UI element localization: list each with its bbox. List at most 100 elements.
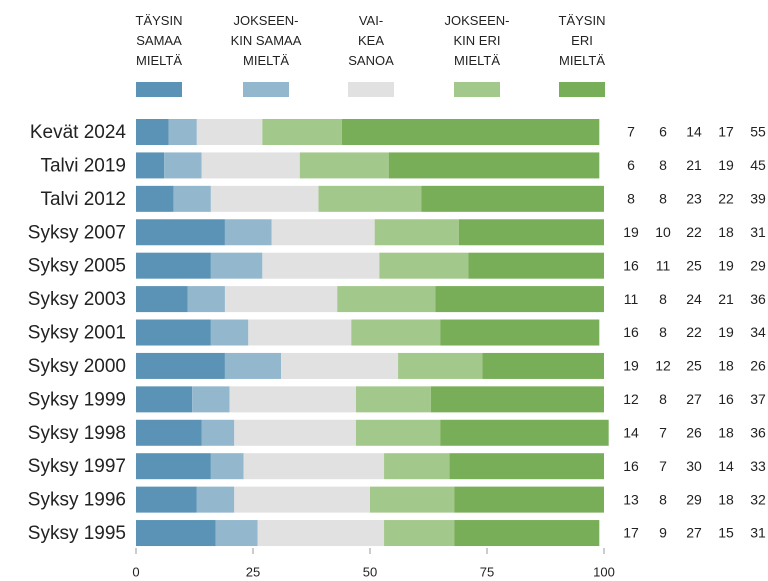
y-tick-label: Syksy 1997: [28, 456, 126, 477]
value-label: 8: [659, 191, 667, 207]
legend-swatch: [559, 82, 605, 97]
bar-segment: [351, 319, 441, 346]
value-label: 16: [623, 458, 639, 474]
bar-segment: [341, 119, 600, 145]
value-label: 15: [718, 525, 734, 541]
bar-segment: [234, 419, 356, 446]
bar-segment: [262, 252, 380, 279]
value-label: 8: [659, 391, 667, 407]
value-label: 29: [686, 491, 702, 507]
bar-segment: [248, 319, 352, 346]
bar-segment: [173, 185, 211, 212]
value-label: 8: [627, 191, 635, 207]
bar-segment: [210, 252, 263, 279]
value-label: 12: [623, 391, 639, 407]
bar-segment: [458, 219, 604, 246]
value-label: 19: [623, 224, 639, 240]
y-tick-label: Syksy 1995: [28, 523, 126, 544]
bar-segment: [192, 386, 230, 413]
bar-segment: [164, 152, 202, 179]
bar-segment: [136, 286, 188, 313]
value-label: 21: [718, 291, 734, 307]
bar-segment: [215, 520, 258, 547]
value-label: 10: [655, 224, 671, 240]
y-tick-label: Talvi 2019: [40, 155, 126, 176]
bar-segment: [136, 520, 216, 547]
value-label: 8: [659, 291, 667, 307]
value-label: 36: [750, 291, 766, 307]
value-label: 16: [623, 257, 639, 273]
x-tick-label: 100: [593, 564, 615, 579]
value-label: 25: [686, 358, 702, 374]
bar-segment: [196, 486, 235, 513]
y-tick-label: Syksy 2005: [28, 256, 126, 277]
bar-segment: [449, 453, 604, 480]
value-label: 39: [750, 191, 766, 207]
legend-swatch: [348, 82, 394, 97]
bar-segment: [229, 386, 356, 413]
value-label: 7: [627, 124, 635, 140]
bar-segment: [454, 486, 604, 513]
value-label: 55: [750, 124, 766, 140]
value-label: 21: [686, 157, 702, 173]
y-tick-label: Syksy 2000: [28, 356, 126, 377]
value-label: 45: [750, 157, 766, 173]
value-label: 34: [750, 324, 766, 340]
value-label: 14: [623, 424, 639, 440]
legend-swatch: [243, 82, 289, 97]
value-label: 11: [656, 257, 671, 273]
bar-segment: [136, 486, 197, 513]
value-label: 31: [750, 224, 766, 240]
value-label: 6: [659, 124, 667, 140]
value-label: 13: [623, 491, 639, 507]
bar-segment: [201, 419, 235, 446]
value-label: 22: [686, 324, 702, 340]
bar-segment: [374, 219, 459, 246]
value-label: 6: [627, 157, 635, 173]
value-label: 18: [718, 491, 734, 507]
bar-segment: [299, 152, 389, 179]
bar-segment: [210, 453, 244, 480]
bar-segment: [271, 219, 375, 246]
value-label: 24: [686, 291, 702, 307]
legend-label: VAI-KEA SANOA: [348, 13, 394, 68]
y-tick-label: Syksy 1996: [28, 490, 126, 511]
legend-label: TÄYSIN SAMAA MIELTÄ: [136, 13, 183, 68]
value-label: 11: [624, 291, 639, 307]
bar-segment: [355, 419, 441, 446]
bar-segment: [201, 152, 300, 179]
value-label: 19: [718, 157, 734, 173]
bar-segment: [136, 185, 174, 212]
value-label: 25: [686, 257, 702, 273]
x-tick-label: 0: [132, 564, 139, 579]
bar-segment: [355, 386, 431, 413]
value-label: 7: [659, 424, 667, 440]
bar-segment: [379, 252, 469, 279]
value-label: 26: [686, 424, 702, 440]
bar-segment: [370, 486, 455, 513]
value-label: 18: [718, 224, 734, 240]
value-label: 19: [718, 324, 734, 340]
value-label: 31: [750, 525, 766, 541]
value-label: 33: [750, 458, 766, 474]
x-tick-label: 75: [480, 564, 494, 579]
y-tick-label: Syksy 1998: [28, 423, 126, 444]
bar-segment: [318, 185, 422, 212]
y-tick-label: Syksy 2007: [28, 222, 126, 243]
bar-segment: [384, 520, 455, 547]
bar-segment: [136, 219, 225, 246]
bar-segment: [224, 352, 282, 379]
value-label: 7: [659, 458, 667, 474]
value-label: 18: [718, 424, 734, 440]
bar-segment: [187, 286, 225, 313]
bar-segment: [384, 453, 450, 480]
legend-swatch: [136, 82, 182, 97]
x-tick-label: 50: [363, 564, 377, 579]
value-label: 8: [659, 324, 667, 340]
value-label: 29: [750, 257, 766, 273]
bar-segment: [262, 119, 342, 145]
value-label: 16: [623, 324, 639, 340]
bar-segment: [210, 185, 319, 212]
value-label: 17: [718, 124, 734, 140]
value-label: 18: [718, 358, 734, 374]
